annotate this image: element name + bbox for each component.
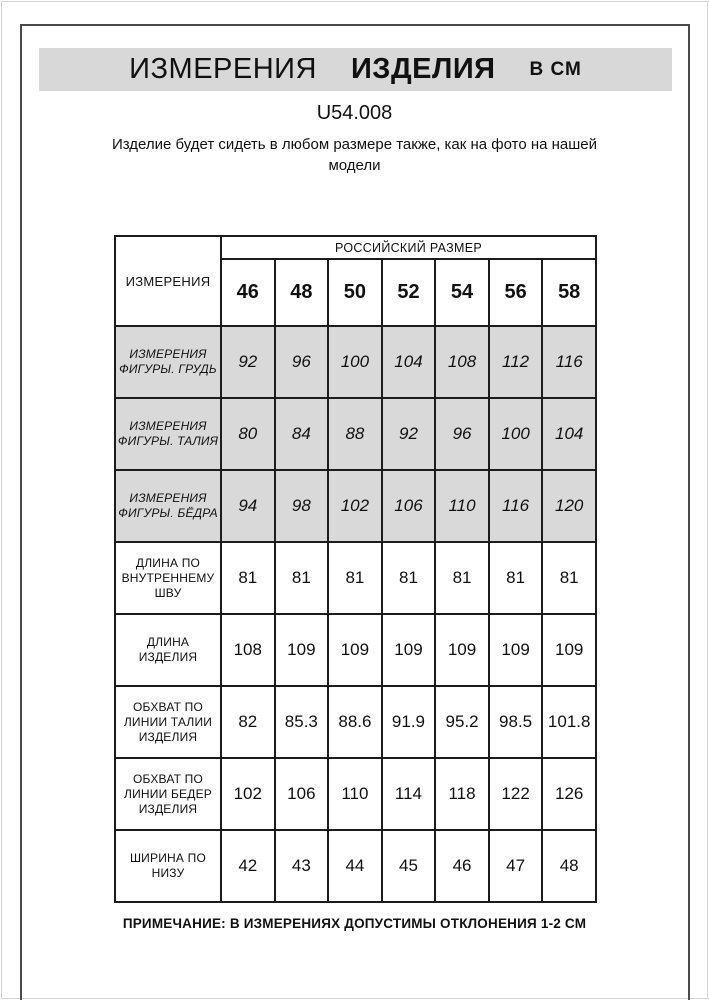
value-cell: 88.6 — [327, 685, 383, 759]
table-row: ДЛИНА ИЗДЕЛИЯ 108 109 109 109 109 109 109 — [114, 613, 597, 687]
value-cell: 88 — [327, 397, 383, 471]
value-cell: 110 — [327, 757, 383, 831]
title-bar: ИЗМЕРЕНИЯ ИЗДЕЛИЯ В СМ — [39, 48, 672, 91]
value-cell: 116 — [487, 469, 544, 543]
size-column-header: 46 — [220, 258, 276, 327]
table-row: ИЗМЕРЕНИЯ ФИГУРЫ. ГРУДЬ 92 96 100 104 108 112 1… — [114, 325, 597, 399]
table-row: ИЗМЕРЕНИЯ ФИГУРЫ. ТАЛИЯ 80 84 88 92 96 100 104 — [114, 397, 597, 471]
size-group-header: РОССИЙСКИЙ РАЗМЕР — [220, 235, 597, 260]
measurements-tbody: ИЗМЕРЕНИЯ ФИГУРЫ. ГРУДЬ 92 96 100 104 108 112 1… — [114, 325, 597, 903]
value-cell: 116 — [541, 325, 597, 399]
page-frame — [20, 24, 690, 1000]
size-column-header: 50 — [327, 258, 383, 327]
value-cell: 112 — [487, 325, 544, 399]
value-cell: 42 — [220, 829, 276, 903]
value-cell: 46 — [434, 829, 490, 903]
value-cell: 81 — [434, 541, 490, 615]
value-cell: 48 — [541, 829, 597, 903]
row-label: ИЗМЕРЕНИЯ ФИГУРЫ. ГРУДЬ — [114, 325, 222, 399]
measurements-table: ИЗМЕРЕНИЯ РОССИЙСКИЙ РАЗМЕР 46 48 50 52 54 56… — [114, 235, 597, 903]
value-cell: 106 — [273, 757, 330, 831]
value-cell: 114 — [380, 757, 437, 831]
table-row: ДЛИНА ПО ВНУТРЕННЕМУ ШВУ 81 81 81 81 81 81 81 — [114, 541, 597, 615]
row-label: ОБХВАТ ПО ЛИНИИ БЕДЕР ИЗДЕЛИЯ — [114, 757, 222, 831]
value-cell: 106 — [380, 469, 437, 543]
value-cell: 109 — [273, 613, 330, 687]
value-cell: 100 — [487, 397, 544, 471]
value-cell: 85.3 — [273, 685, 330, 759]
size-column-header: 48 — [273, 258, 330, 327]
value-cell: 47 — [487, 829, 544, 903]
value-cell: 80 — [220, 397, 276, 471]
value-cell: 109 — [487, 613, 544, 687]
value-cell: 81 — [273, 541, 330, 615]
title-product-text: ИЗДЕЛИЯ — [350, 53, 496, 85]
value-cell: 81 — [487, 541, 544, 615]
value-cell: 98 — [273, 469, 330, 543]
value-cell: 109 — [327, 613, 383, 687]
value-cell: 81 — [380, 541, 437, 615]
value-cell: 101.8 — [541, 685, 597, 759]
value-cell: 98.5 — [487, 685, 544, 759]
table-row: ОБХВАТ ПО ЛИНИИ ТАЛИИ ИЗДЕЛИЯ 82 85.3 88.6 9… — [114, 685, 597, 759]
value-cell: 44 — [327, 829, 383, 903]
value-cell: 96 — [434, 397, 490, 471]
value-cell: 104 — [541, 397, 597, 471]
value-cell: 81 — [541, 541, 597, 615]
value-cell: 43 — [273, 829, 330, 903]
value-cell: 126 — [541, 757, 597, 831]
value-cell: 45 — [380, 829, 437, 903]
value-cell: 108 — [220, 613, 276, 687]
row-label: ДЛИНА ИЗДЕЛИЯ — [114, 613, 222, 687]
corner-header: ИЗМЕРЕНИЯ — [114, 235, 222, 327]
size-column-header: 54 — [434, 258, 490, 327]
table-row: ШИРИНА ПО НИЗУ 42 43 44 45 46 47 48 — [114, 829, 597, 903]
value-cell: 84 — [273, 397, 330, 471]
row-label: ШИРИНА ПО НИЗУ — [114, 829, 222, 903]
value-cell: 122 — [487, 757, 544, 831]
value-cell: 108 — [434, 325, 490, 399]
value-cell: 81 — [327, 541, 383, 615]
row-label: ИЗМЕРЕНИЯ ФИГУРЫ. ТАЛИЯ — [114, 397, 222, 471]
size-column-header: 56 — [487, 258, 544, 327]
title-unit-text: В СМ — [529, 58, 582, 80]
value-cell: 110 — [434, 469, 490, 543]
row-label: ОБХВАТ ПО ЛИНИИ ТАЛИИ ИЗДЕЛИЯ — [114, 685, 222, 759]
value-cell: 94 — [220, 469, 276, 543]
value-cell: 82 — [220, 685, 276, 759]
tolerance-note: ПРИМЕЧАНИЕ: В ИЗМЕРЕНИЯХ ДОПУСТИМЫ ОТКЛО… — [122, 916, 587, 931]
size-group-row: ИЗМЕРЕНИЯ РОССИЙСКИЙ РАЗМЕР — [114, 235, 597, 327]
value-cell: 109 — [541, 613, 597, 687]
value-cell: 118 — [434, 757, 490, 831]
size-column-header: 58 — [541, 258, 597, 327]
title-measurements-text: ИЗМЕРЕНИЯ — [129, 53, 317, 85]
value-cell: 92 — [380, 397, 437, 471]
article-number: U54.008 — [316, 102, 393, 124]
table-row: ИЗМЕРЕНИЯ ФИГУРЫ. БЁДРА 94 98 102 106 110 116 1… — [114, 469, 597, 543]
value-cell: 95.2 — [434, 685, 490, 759]
value-cell: 109 — [380, 613, 437, 687]
value-cell: 102 — [327, 469, 383, 543]
value-cell: 109 — [434, 613, 490, 687]
value-cell: 102 — [220, 757, 276, 831]
table-row: ОБХВАТ ПО ЛИНИИ БЕДЕР ИЗДЕЛИЯ 102 106 110 11… — [114, 757, 597, 831]
value-cell: 91.9 — [380, 685, 437, 759]
value-cell: 104 — [380, 325, 437, 399]
value-cell: 81 — [220, 541, 276, 615]
sizes-header-row: 46 48 50 52 54 56 58 — [115, 258, 597, 327]
value-cell: 96 — [273, 325, 330, 399]
row-label: ДЛИНА ПО ВНУТРЕННЕМУ ШВУ — [114, 541, 222, 615]
fit-description: Изделие будет сидеть в любом размере так… — [111, 136, 598, 174]
row-label: ИЗМЕРЕНИЯ ФИГУРЫ. БЁДРА — [114, 469, 222, 543]
value-cell: 120 — [541, 469, 597, 543]
value-cell: 100 — [327, 325, 383, 399]
value-cell: 92 — [220, 325, 276, 399]
size-column-header: 52 — [380, 258, 437, 327]
